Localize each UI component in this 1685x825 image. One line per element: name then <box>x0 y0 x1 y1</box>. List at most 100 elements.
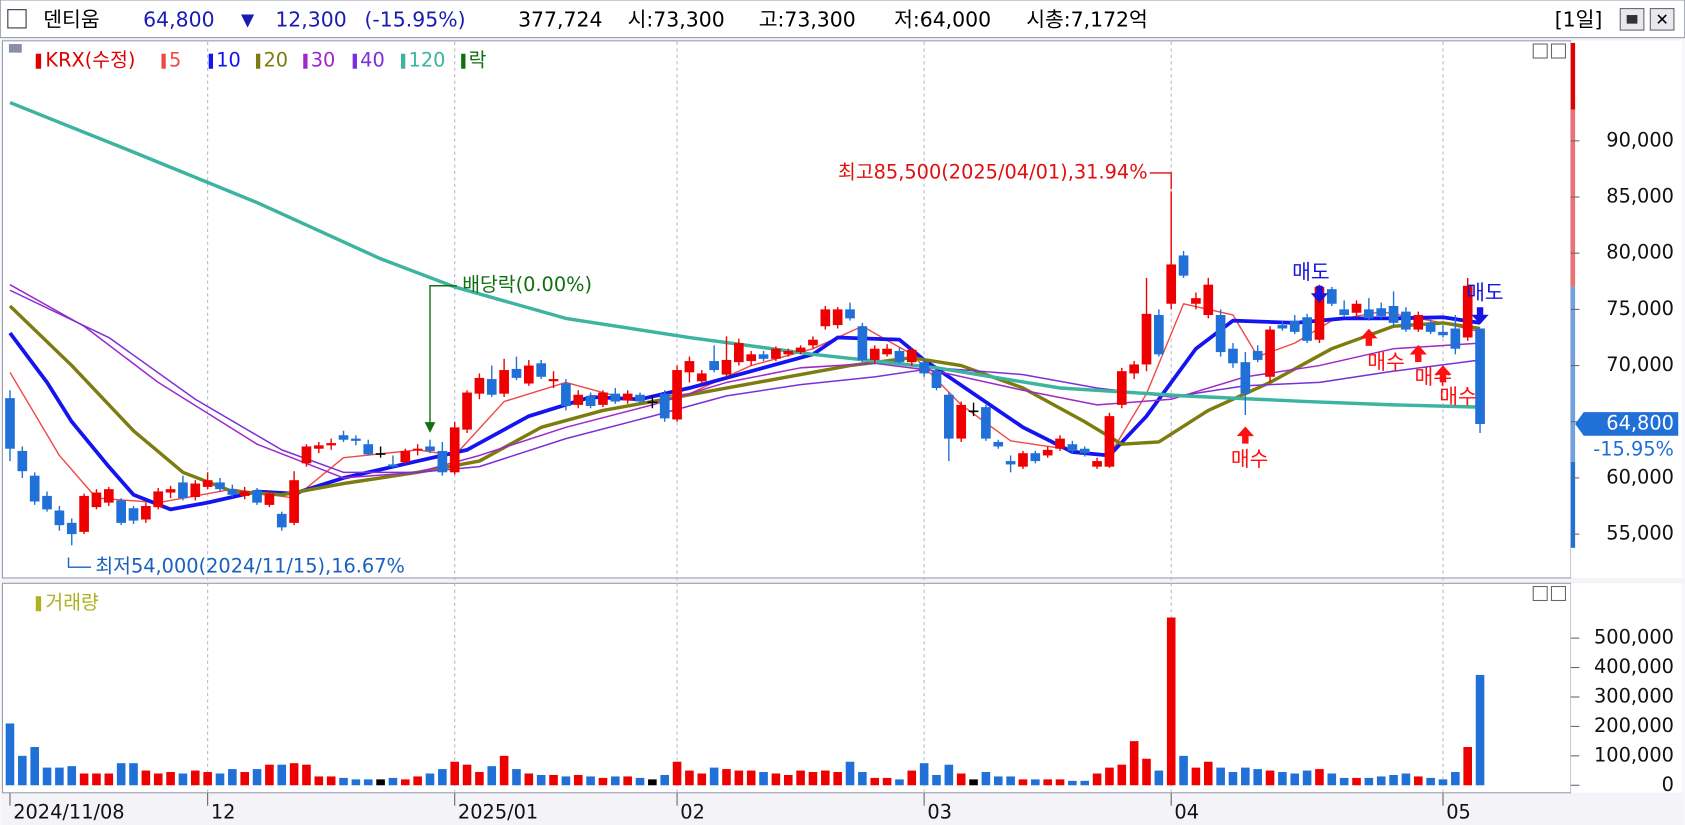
ex-dividend-arrow <box>424 422 436 433</box>
volume-bar <box>438 769 447 786</box>
y-tick-label: 70,000 <box>1606 353 1674 376</box>
candle-body <box>5 398 15 449</box>
price-panel <box>1 40 1572 579</box>
volume-bar <box>302 764 311 786</box>
candle-body <box>1079 448 1090 454</box>
volume-bar <box>1105 767 1114 786</box>
signal-label: 매수 <box>1439 384 1477 408</box>
legend-swatch <box>400 53 406 69</box>
signal-arrow <box>1236 426 1254 444</box>
legend-label: 40 <box>360 49 385 72</box>
candle-body <box>968 410 979 413</box>
volume-panel <box>1 582 1572 794</box>
legend-swatch <box>35 596 42 612</box>
ex-dividend-line <box>429 285 457 430</box>
volume-bar <box>141 770 151 786</box>
candle-body <box>1154 314 1164 355</box>
candle-body <box>313 445 324 449</box>
candle-body <box>1289 320 1300 332</box>
period[interactable]: [1일] <box>1555 7 1603 31</box>
candle-body <box>1413 314 1424 330</box>
legend-label: 5 <box>169 49 181 72</box>
volume-bar <box>907 770 917 786</box>
candle-body <box>1364 309 1374 319</box>
candle-body <box>1141 313 1152 365</box>
volume-bar <box>116 763 126 786</box>
candle-body <box>573 394 584 405</box>
volume-bar <box>783 774 793 786</box>
checkbox[interactable] <box>7 9 27 29</box>
y-tick-label: 80,000 <box>1606 241 1674 264</box>
candle-body <box>1166 264 1177 304</box>
volume-bar <box>1018 779 1028 786</box>
candle-body <box>1376 308 1387 317</box>
volume-bar <box>1364 777 1374 786</box>
y-tick-label: 85,000 <box>1606 185 1674 208</box>
panel-max[interactable] <box>1532 43 1548 59</box>
volume-bar <box>709 767 719 786</box>
volume-bar <box>845 761 855 786</box>
candle-body <box>598 392 608 405</box>
panel-close[interactable] <box>1550 585 1566 602</box>
candle-body <box>1067 444 1078 451</box>
volume-bar <box>129 763 138 786</box>
candle-body <box>734 343 744 363</box>
y-tick-label: 500,000 <box>1594 626 1674 649</box>
market-cap: 시총:7,172억 <box>1026 7 1148 31</box>
plot: 2024/11/08122025/010203040555,00060,0006… <box>5 41 1679 824</box>
candle-body <box>252 490 262 503</box>
volume-bar <box>944 764 954 786</box>
low-annotation: 최저54,000(2024/11/15),16.67% <box>95 555 405 578</box>
candle-body <box>511 368 522 378</box>
volume-bar <box>1302 770 1312 786</box>
candle-body <box>672 370 682 420</box>
volume-bar <box>746 770 756 786</box>
candle-body <box>536 363 547 377</box>
low-pointer <box>67 557 92 568</box>
candle-body <box>276 513 287 528</box>
candle-body <box>215 482 225 490</box>
y-tick-label: 75,000 <box>1606 297 1674 320</box>
volume-bar <box>203 772 212 786</box>
candle-body <box>79 495 89 532</box>
panel-close[interactable] <box>1550 43 1566 59</box>
candle-body <box>1030 453 1041 462</box>
volume-bar <box>92 773 101 786</box>
candle-body <box>548 379 559 382</box>
candle-body <box>474 377 485 394</box>
close-button[interactable] <box>1649 8 1675 31</box>
candle-body <box>869 348 880 360</box>
candle-body <box>622 393 633 401</box>
scroll-indicator <box>1570 42 1576 110</box>
volume-bar <box>1389 774 1398 786</box>
volume-bar <box>573 774 583 786</box>
candle-body <box>91 492 102 508</box>
signal-arrow <box>1409 344 1427 363</box>
candle-body <box>894 350 905 363</box>
candle-body <box>1042 449 1053 456</box>
panel-max[interactable] <box>1532 585 1548 602</box>
volume-bar <box>932 774 941 786</box>
scroll-indicator <box>1570 461 1576 548</box>
volume-bar <box>388 777 398 786</box>
candle-body <box>1265 329 1275 377</box>
volume-bar <box>536 774 546 786</box>
legend-swatch <box>352 53 357 69</box>
candle-body <box>1314 286 1325 340</box>
candle-body <box>1438 331 1448 336</box>
candle-body <box>808 339 818 346</box>
candle-body <box>993 441 1004 447</box>
volume-bar <box>1117 764 1127 786</box>
candle-body <box>17 450 28 472</box>
volume-bar <box>339 777 348 786</box>
volume-bar <box>1080 780 1090 786</box>
signal-arrow <box>1360 328 1378 346</box>
signal-arrow <box>1310 285 1329 303</box>
candle-body <box>1475 328 1485 424</box>
candle-body <box>178 482 188 499</box>
volume-bar <box>252 769 262 786</box>
volume-bar <box>326 776 336 786</box>
legend-label: 30 <box>311 49 336 72</box>
low: 저:64,000 <box>894 7 991 31</box>
